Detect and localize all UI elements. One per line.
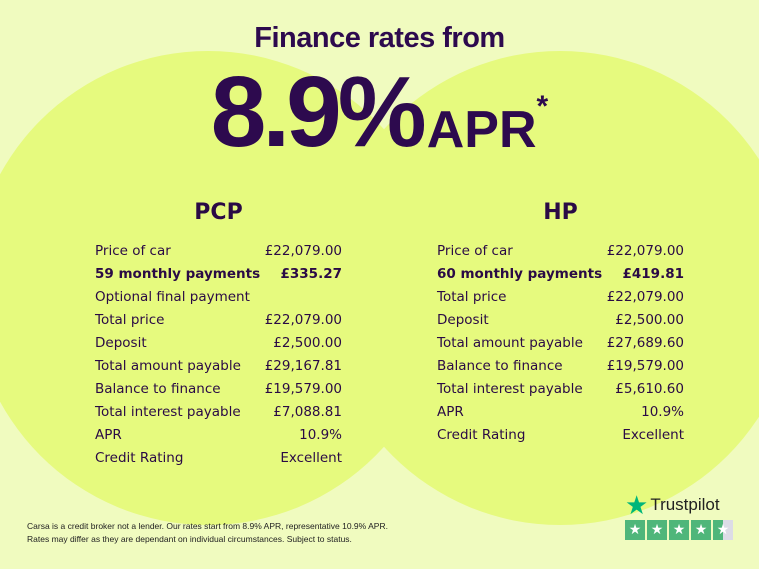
table-row: APR 10.9%	[437, 401, 684, 424]
rating-star-icon: ★	[647, 520, 667, 540]
row-label: Total interest payable	[95, 404, 241, 420]
row-label: Deposit	[95, 335, 147, 351]
table-row: Total amount payable £27,689.60	[437, 332, 684, 355]
row-value: £335.27	[280, 266, 343, 282]
row-label: 59 monthly payments	[95, 266, 261, 282]
trustpilot-logo: ★ Trustpilot	[625, 490, 733, 520]
row-label: Balance to finance	[95, 381, 221, 397]
table-row: Deposit £2,500.00	[437, 309, 684, 332]
row-label: APR	[95, 427, 122, 443]
hp-table: HP Price of car £22,079.00 60 monthly paym…	[437, 198, 684, 447]
table-row: Optional final payment	[95, 286, 342, 309]
row-value: 10.9%	[299, 427, 342, 443]
row-label: Total interest payable	[437, 381, 583, 397]
row-value: £22,079.00	[264, 243, 342, 259]
asterisk: *	[536, 90, 549, 123]
row-value: £22,079.00	[264, 312, 342, 328]
table-row: Deposit £2,500.00	[95, 332, 342, 355]
rate-value: 8.9%	[210, 56, 427, 168]
disclaimer-line: Carsa is a credit broker not a lender. O…	[27, 521, 388, 531]
row-label: Total amount payable	[437, 335, 583, 351]
row-value: Excellent	[622, 427, 684, 443]
row-value: £27,689.60	[606, 335, 684, 351]
trustpilot-name: Trustpilot	[650, 495, 720, 514]
pcp-rows: Price of car £22,079.00 59 monthly payment…	[95, 240, 342, 470]
row-label: Price of car	[437, 243, 513, 259]
headline-rate: 8.9% APR *	[0, 62, 759, 162]
row-label: Credit Rating	[437, 427, 526, 443]
row-label: Deposit	[437, 312, 489, 328]
row-label: Total amount payable	[95, 358, 241, 374]
row-label: 60 monthly payments	[437, 266, 603, 282]
background-circle-left	[0, 51, 445, 525]
pcp-table: PCP Price of car £22,079.00 59 monthly pay…	[95, 198, 342, 470]
row-value: £7,088.81	[273, 404, 342, 420]
hp-title: HP	[543, 200, 578, 225]
star-icon: ★	[625, 490, 649, 520]
rating-star-icon: ★	[669, 520, 689, 540]
row-value: £19,579.00	[606, 358, 684, 374]
row-value: £5,610.60	[615, 381, 684, 397]
row-value: £29,167.81	[264, 358, 342, 374]
row-value: £2,500.00	[273, 335, 342, 351]
table-row: 60 monthly payments £419.81	[437, 263, 684, 286]
table-row: Total interest payable £5,610.60	[437, 378, 684, 401]
disclaimer-line: Rates may differ as they are dependant o…	[27, 534, 352, 544]
row-value: £22,079.00	[606, 243, 684, 259]
rating-star-icon: ★	[691, 520, 711, 540]
table-row: Balance to finance £19,579.00	[95, 378, 342, 401]
pcp-title: PCP	[194, 200, 243, 225]
background-circle-right	[323, 51, 759, 525]
row-label: Price of car	[95, 243, 171, 259]
table-row: 59 monthly payments £335.27	[95, 263, 342, 286]
disclaimer: Carsa is a credit broker not a lender. O…	[27, 520, 388, 546]
table-row: Total price £22,079.00	[437, 286, 684, 309]
table-row: Total interest payable £7,088.81	[95, 401, 342, 424]
headline-subtitle: Finance rates from	[254, 22, 505, 54]
rating-star-icon: ★	[625, 520, 645, 540]
row-label: Total price	[437, 289, 507, 305]
table-row: Total price £22,079.00	[95, 309, 342, 332]
table-row: Credit Rating Excellent	[95, 447, 342, 470]
row-value: £19,579.00	[264, 381, 342, 397]
table-row: Balance to finance £19,579.00	[437, 355, 684, 378]
trustpilot-badge[interactable]: ★ Trustpilot ★ ★ ★ ★ ★	[625, 490, 733, 540]
table-row: Credit Rating Excellent	[437, 424, 684, 447]
row-label: Optional final payment	[95, 289, 250, 305]
row-label: Credit Rating	[95, 450, 184, 466]
row-value: Excellent	[280, 450, 342, 466]
row-value: £419.81	[622, 266, 685, 282]
table-row: APR 10.9%	[95, 424, 342, 447]
table-row: Total amount payable £29,167.81	[95, 355, 342, 378]
hp-rows: Price of car £22,079.00 60 monthly payment…	[437, 240, 684, 447]
apr-label: APR	[426, 101, 537, 159]
row-value: £2,500.00	[615, 312, 684, 328]
trustpilot-rating: ★ ★ ★ ★ ★	[625, 520, 733, 540]
row-label: Total price	[95, 312, 165, 328]
table-row: Price of car £22,079.00	[437, 240, 684, 263]
rating-star-icon: ★	[713, 520, 733, 540]
table-row: Price of car £22,079.00	[95, 240, 342, 263]
row-label: APR	[437, 404, 464, 420]
row-label: Balance to finance	[437, 358, 563, 374]
row-value: 10.9%	[641, 404, 684, 420]
row-value: £22,079.00	[606, 289, 684, 305]
